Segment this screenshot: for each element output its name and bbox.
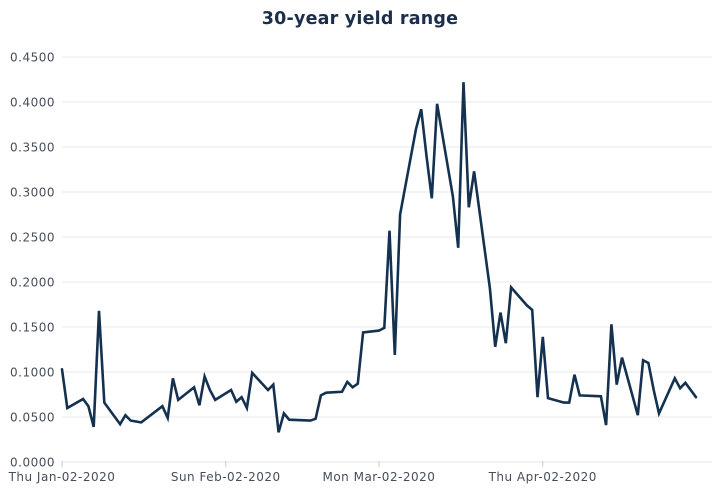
label-layer: 0.0000 0.0500 0.1000 0.1500 0.2000 0.2500 0.30… [8, 51, 597, 485]
x-tick-label: Sun Feb-02-2020 [171, 470, 281, 484]
y-tick-label: 0.4000 [10, 96, 55, 110]
y-tick-label: 0.1000 [10, 366, 55, 380]
chart-title: 30-year yield range [261, 9, 459, 29]
yield-range-line [60, 82, 698, 433]
x-tick-label: Thu Jan-02-2020 [8, 470, 116, 484]
axis-layer [61, 461, 712, 467]
y-tick-label: 0.3000 [10, 186, 55, 200]
y-tick-label: 0.3500 [10, 141, 55, 155]
y-tick-label: 0.1500 [10, 321, 55, 335]
y-tick-label: 0.4500 [10, 51, 55, 65]
y-tick-label: 0.2500 [10, 231, 55, 245]
series-layer [60, 82, 698, 433]
y-tick-label: 0.0000 [10, 456, 55, 470]
y-tick-label: 0.0500 [10, 411, 55, 425]
y-tick-label: 0.2000 [10, 276, 55, 290]
x-tick-label: Mon Mar-02-2020 [322, 470, 435, 484]
x-tick-label: Thu Apr-02-2020 [488, 470, 597, 484]
